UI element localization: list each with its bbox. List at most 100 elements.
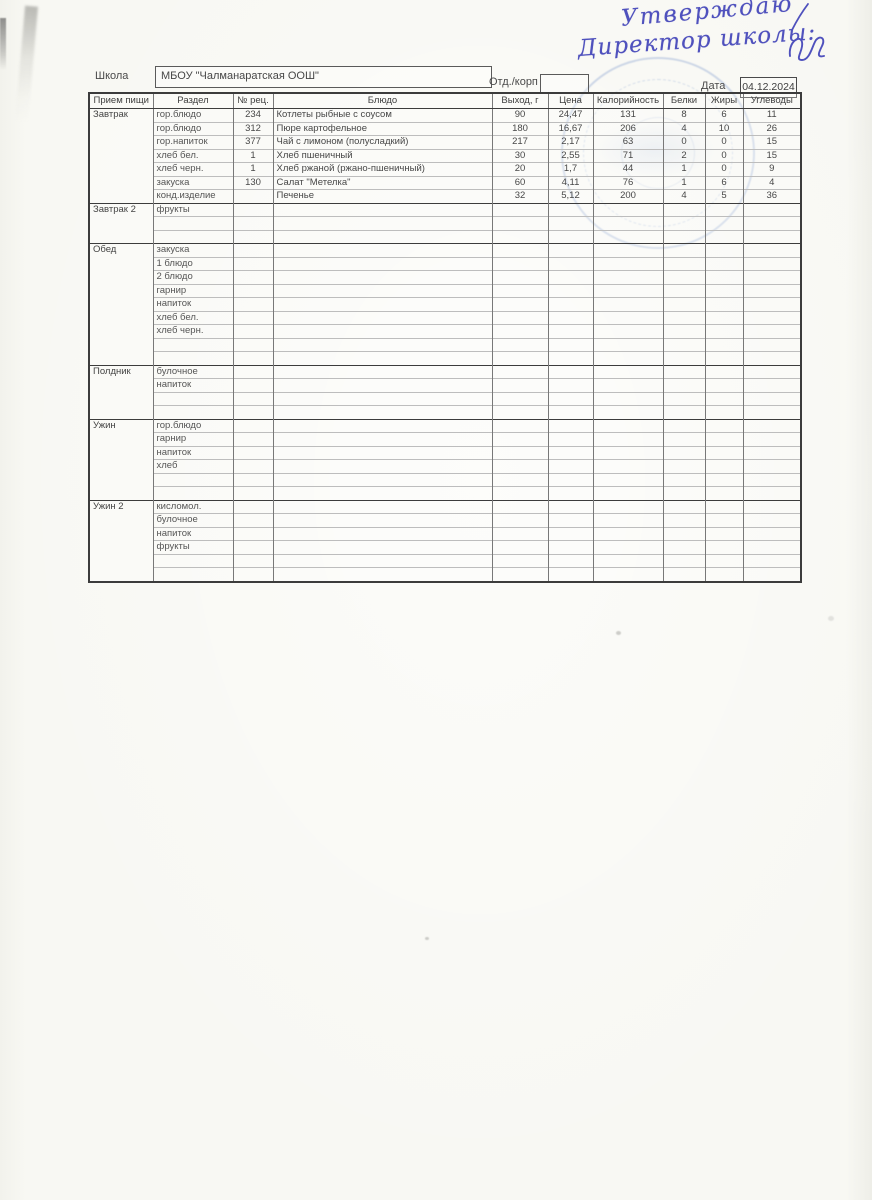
table-cell bbox=[592, 553, 663, 568]
table-cell: 20 bbox=[491, 162, 548, 176]
table-cell: Хлеб ржаной (ржано-пшеничный) bbox=[272, 162, 492, 176]
table-cell: фрукты bbox=[152, 202, 233, 217]
table-cell bbox=[662, 540, 705, 554]
table-cell bbox=[662, 432, 705, 446]
table-cell bbox=[152, 567, 233, 582]
table-cell bbox=[704, 364, 743, 379]
table-cell bbox=[152, 391, 233, 406]
table-cell bbox=[592, 256, 663, 271]
table-cell bbox=[704, 472, 743, 487]
table-cell bbox=[547, 351, 593, 365]
table-row: гор.напиток 377 Чай с лимоном (полусладкий… bbox=[89, 135, 801, 149]
table-cell bbox=[742, 229, 801, 244]
table-cell bbox=[742, 337, 801, 352]
table-cell bbox=[272, 553, 492, 568]
table-cell bbox=[592, 324, 663, 338]
table-cell bbox=[592, 310, 663, 325]
table-cell bbox=[592, 459, 663, 473]
table-cell bbox=[491, 243, 548, 257]
table-cell bbox=[592, 432, 663, 446]
table-cell bbox=[232, 378, 273, 392]
pen-stroke bbox=[791, 3, 809, 31]
table-cell bbox=[232, 418, 273, 433]
table-cell bbox=[272, 351, 492, 365]
table-cell: гор.блюдо bbox=[152, 121, 233, 136]
table-cell bbox=[232, 337, 273, 352]
table-cell: хлеб черн. bbox=[152, 162, 233, 176]
table-cell: 1,7 bbox=[547, 162, 593, 176]
table-cell bbox=[704, 270, 743, 284]
table-cell bbox=[742, 202, 801, 217]
table-cell: 76 bbox=[592, 175, 663, 190]
table-header-row: Прием пищи Раздел № рец. Блюдо Выход, г … bbox=[89, 93, 801, 109]
meal-cell: Ужин bbox=[89, 418, 153, 500]
table-cell bbox=[592, 283, 663, 298]
table-cell bbox=[152, 216, 233, 230]
table-cell bbox=[491, 405, 548, 419]
table-row bbox=[89, 405, 801, 419]
table-cell: Салат "Метелка" bbox=[272, 175, 492, 190]
table-cell: 0 bbox=[704, 135, 743, 149]
table-cell bbox=[232, 486, 273, 500]
table-row: Завтрак 2 фрукты bbox=[89, 202, 801, 244]
scan-speck bbox=[425, 937, 429, 940]
table-cell: хлеб черн. bbox=[152, 324, 233, 338]
table-row bbox=[89, 351, 801, 365]
table-cell bbox=[232, 202, 273, 217]
table-cell bbox=[232, 351, 273, 365]
table-cell bbox=[272, 256, 492, 271]
table-cell: хлеб бел. bbox=[152, 310, 233, 325]
table-cell bbox=[152, 553, 233, 568]
table-cell bbox=[662, 324, 705, 338]
table-cell bbox=[704, 432, 743, 446]
table-cell: напиток bbox=[152, 378, 233, 392]
table-cell: 71 bbox=[592, 148, 663, 163]
table-row bbox=[89, 486, 801, 500]
table-cell: 10 bbox=[704, 121, 743, 136]
table-cell: булочное bbox=[152, 513, 233, 527]
table-cell bbox=[232, 270, 273, 284]
table-cell bbox=[272, 432, 492, 446]
table-cell: 312 bbox=[232, 121, 273, 136]
table-row: хлеб бел. 1 Хлеб пшеничный 30 2,55 71 2 0 15 bbox=[89, 148, 801, 163]
table-cell bbox=[491, 513, 548, 527]
table-cell bbox=[272, 499, 492, 514]
table-cell bbox=[592, 229, 663, 244]
table-cell: хлеб bbox=[152, 459, 233, 473]
table-cell bbox=[742, 378, 801, 392]
table-cell bbox=[547, 297, 593, 311]
table-cell bbox=[547, 418, 593, 433]
table-cell bbox=[272, 378, 492, 392]
table-cell: 180 bbox=[491, 121, 548, 136]
meal-cell: Завтрак 2 bbox=[89, 202, 153, 244]
table-cell bbox=[742, 459, 801, 473]
table-cell bbox=[232, 540, 273, 554]
table-cell: 32 bbox=[491, 189, 548, 203]
table-cell bbox=[592, 378, 663, 392]
table-row bbox=[89, 229, 801, 244]
table-cell: 4 bbox=[662, 121, 705, 136]
table-cell: гор.блюдо bbox=[152, 108, 233, 122]
table-row: Ужин 2 кисломол. bbox=[89, 499, 801, 582]
table-cell bbox=[742, 364, 801, 379]
table-row: Завтрак гор.блюдо 234 Котлеты рыбные с соус… bbox=[89, 108, 801, 203]
table-cell: 24,47 bbox=[547, 108, 593, 122]
table-cell bbox=[272, 445, 492, 460]
table-cell bbox=[662, 216, 705, 230]
table-cell bbox=[547, 405, 593, 419]
table-cell: 1 блюдо bbox=[152, 256, 233, 271]
table-cell bbox=[742, 310, 801, 325]
table-cell bbox=[662, 283, 705, 298]
table-cell bbox=[272, 364, 492, 379]
table-row: булочное bbox=[89, 513, 801, 527]
table-cell bbox=[742, 513, 801, 527]
table-row: гарнир bbox=[89, 432, 801, 446]
col-header-recipe-no: № рец. bbox=[232, 93, 273, 109]
table-cell bbox=[232, 229, 273, 244]
col-header-proteins: Белки bbox=[662, 93, 705, 109]
table-cell bbox=[232, 391, 273, 406]
table-cell bbox=[592, 405, 663, 419]
table-row: напиток bbox=[89, 445, 801, 460]
table-cell bbox=[742, 270, 801, 284]
table-cell: 9 bbox=[742, 162, 801, 176]
